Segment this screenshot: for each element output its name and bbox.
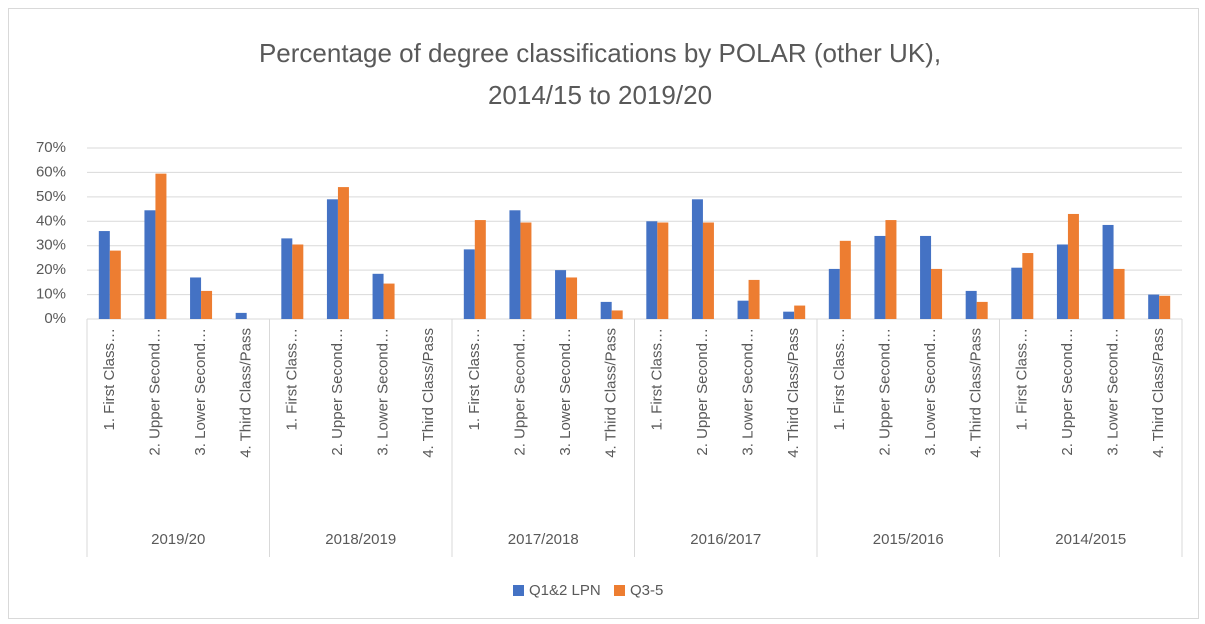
bar (190, 277, 202, 319)
bar (474, 220, 486, 319)
legend-swatch (614, 585, 625, 596)
x-tick-label: 4. Third Class/Pass (238, 328, 255, 458)
bar (702, 222, 714, 319)
x-tick-label: 1. First Class… (466, 328, 483, 431)
bar (885, 220, 897, 319)
x-tick-label: 2. Upper Second… (146, 328, 163, 456)
legend-label: Q3-5 (630, 582, 663, 599)
bar (326, 199, 338, 319)
bar (1113, 268, 1125, 319)
bar (555, 270, 567, 319)
bar (794, 305, 806, 319)
bar (874, 235, 886, 319)
bar (839, 240, 851, 319)
bar (976, 301, 988, 319)
y-tick-label: 60% (36, 163, 66, 180)
group-label: 2016/2017 (690, 531, 761, 548)
y-tick-label: 50% (36, 188, 66, 205)
x-tick-label: 1. First Class… (831, 328, 848, 431)
bar (600, 301, 612, 319)
chart-title: 2014/15 to 2019/20 (488, 80, 712, 110)
bar (920, 235, 932, 319)
bar (281, 238, 293, 319)
bar (235, 312, 247, 319)
group-label: 2019/20 (151, 531, 205, 548)
x-tick-label: 1. First Class… (101, 328, 118, 431)
bar (155, 173, 167, 319)
bar (748, 279, 760, 319)
x-tick-label: 2. Upper Second… (329, 328, 346, 456)
x-tick-label: 3. Lower Second… (192, 328, 209, 456)
bar (1159, 295, 1171, 319)
x-tick-label: 2. Upper Second… (694, 328, 711, 456)
group-label: 2017/2018 (508, 531, 579, 548)
group-label: 2014/2015 (1055, 531, 1126, 548)
bar (383, 283, 395, 319)
group-label: 2015/2016 (873, 531, 944, 548)
bar (201, 290, 213, 319)
bar (463, 249, 475, 319)
x-tick-label: 1. First Class… (283, 328, 300, 431)
y-tick-label: 70% (36, 139, 66, 156)
y-tick-label: 20% (36, 261, 66, 278)
bar (1022, 253, 1034, 319)
y-tick-label: 30% (36, 237, 66, 254)
group-label: 2018/2019 (325, 531, 396, 548)
bar (1067, 213, 1079, 319)
x-tick-label: 3. Lower Second… (740, 328, 757, 456)
x-tick-label: 3. Lower Second… (557, 328, 574, 456)
bar (1011, 267, 1023, 319)
bar (1148, 294, 1160, 319)
x-tick-label: 3. Lower Second… (375, 328, 392, 456)
legend-swatch (513, 585, 524, 596)
bar (372, 273, 384, 319)
x-tick-label: 4. Third Class/Pass (968, 328, 985, 458)
bar (109, 250, 121, 319)
bar (566, 277, 578, 319)
x-tick-label: 1. First Class… (648, 328, 665, 431)
bar (98, 231, 110, 319)
bar (737, 300, 749, 319)
bar (1056, 244, 1068, 319)
bar (611, 310, 623, 319)
bar (509, 210, 521, 319)
bar (931, 268, 943, 319)
bar (520, 222, 532, 319)
bar (337, 187, 349, 319)
bar (1102, 224, 1114, 319)
chart-title: Percentage of degree classifications by … (259, 38, 941, 68)
y-tick-label: 40% (36, 212, 66, 229)
legend-label: Q1&2 LPN (529, 582, 601, 599)
bar (292, 244, 304, 319)
bar (144, 210, 156, 319)
bar (783, 311, 795, 319)
x-tick-label: 3. Lower Second… (1105, 328, 1122, 456)
bar (965, 290, 977, 319)
x-tick-label: 2. Upper Second… (1059, 328, 1076, 456)
x-tick-label: 2. Upper Second… (511, 328, 528, 456)
x-tick-label: 4. Third Class/Pass (785, 328, 802, 458)
x-tick-label: 2. Upper Second… (876, 328, 893, 456)
bar (828, 268, 840, 319)
x-tick-label: 1. First Class… (1013, 328, 1030, 431)
bar (657, 222, 669, 319)
bar (691, 199, 703, 319)
y-tick-label: 10% (36, 286, 66, 303)
x-tick-label: 4. Third Class/Pass (603, 328, 620, 458)
x-tick-label: 4. Third Class/Pass (420, 328, 437, 458)
x-tick-label: 4. Third Class/Pass (1150, 328, 1167, 458)
x-tick-label: 3. Lower Second… (922, 328, 939, 456)
bar (646, 221, 658, 319)
y-tick-label: 0% (44, 310, 66, 327)
